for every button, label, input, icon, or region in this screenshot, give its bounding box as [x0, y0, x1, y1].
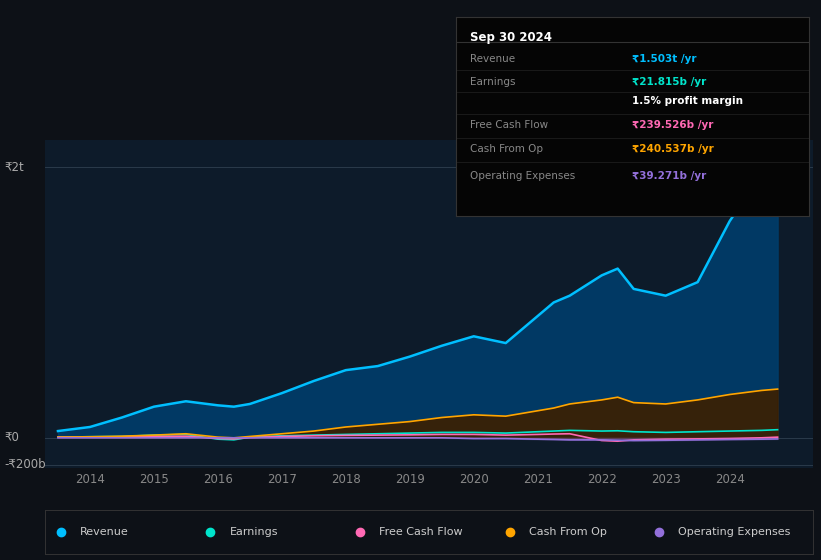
Text: Revenue: Revenue	[470, 54, 515, 63]
Text: 1.5% profit margin: 1.5% profit margin	[632, 96, 743, 106]
Text: Free Cash Flow: Free Cash Flow	[470, 120, 548, 130]
Text: -₹200b: -₹200b	[4, 459, 46, 472]
Text: Earnings: Earnings	[229, 527, 277, 537]
Text: Revenue: Revenue	[80, 527, 128, 537]
Text: Sep 30 2024: Sep 30 2024	[470, 31, 552, 44]
Text: Operating Expenses: Operating Expenses	[678, 527, 791, 537]
Text: Operating Expenses: Operating Expenses	[470, 171, 575, 181]
Text: ₹239.526b /yr: ₹239.526b /yr	[632, 120, 713, 130]
Text: Cash From Op: Cash From Op	[470, 144, 543, 154]
Text: ₹0: ₹0	[4, 431, 19, 444]
Text: Earnings: Earnings	[470, 77, 516, 87]
Text: Free Cash Flow: Free Cash Flow	[379, 527, 463, 537]
Text: ₹1.503t /yr: ₹1.503t /yr	[632, 54, 697, 63]
Text: ₹39.271b /yr: ₹39.271b /yr	[632, 171, 706, 181]
Text: ₹2t: ₹2t	[4, 161, 24, 174]
Text: Cash From Op: Cash From Op	[529, 527, 607, 537]
Text: ₹21.815b /yr: ₹21.815b /yr	[632, 77, 706, 87]
Text: ₹240.537b /yr: ₹240.537b /yr	[632, 144, 714, 154]
